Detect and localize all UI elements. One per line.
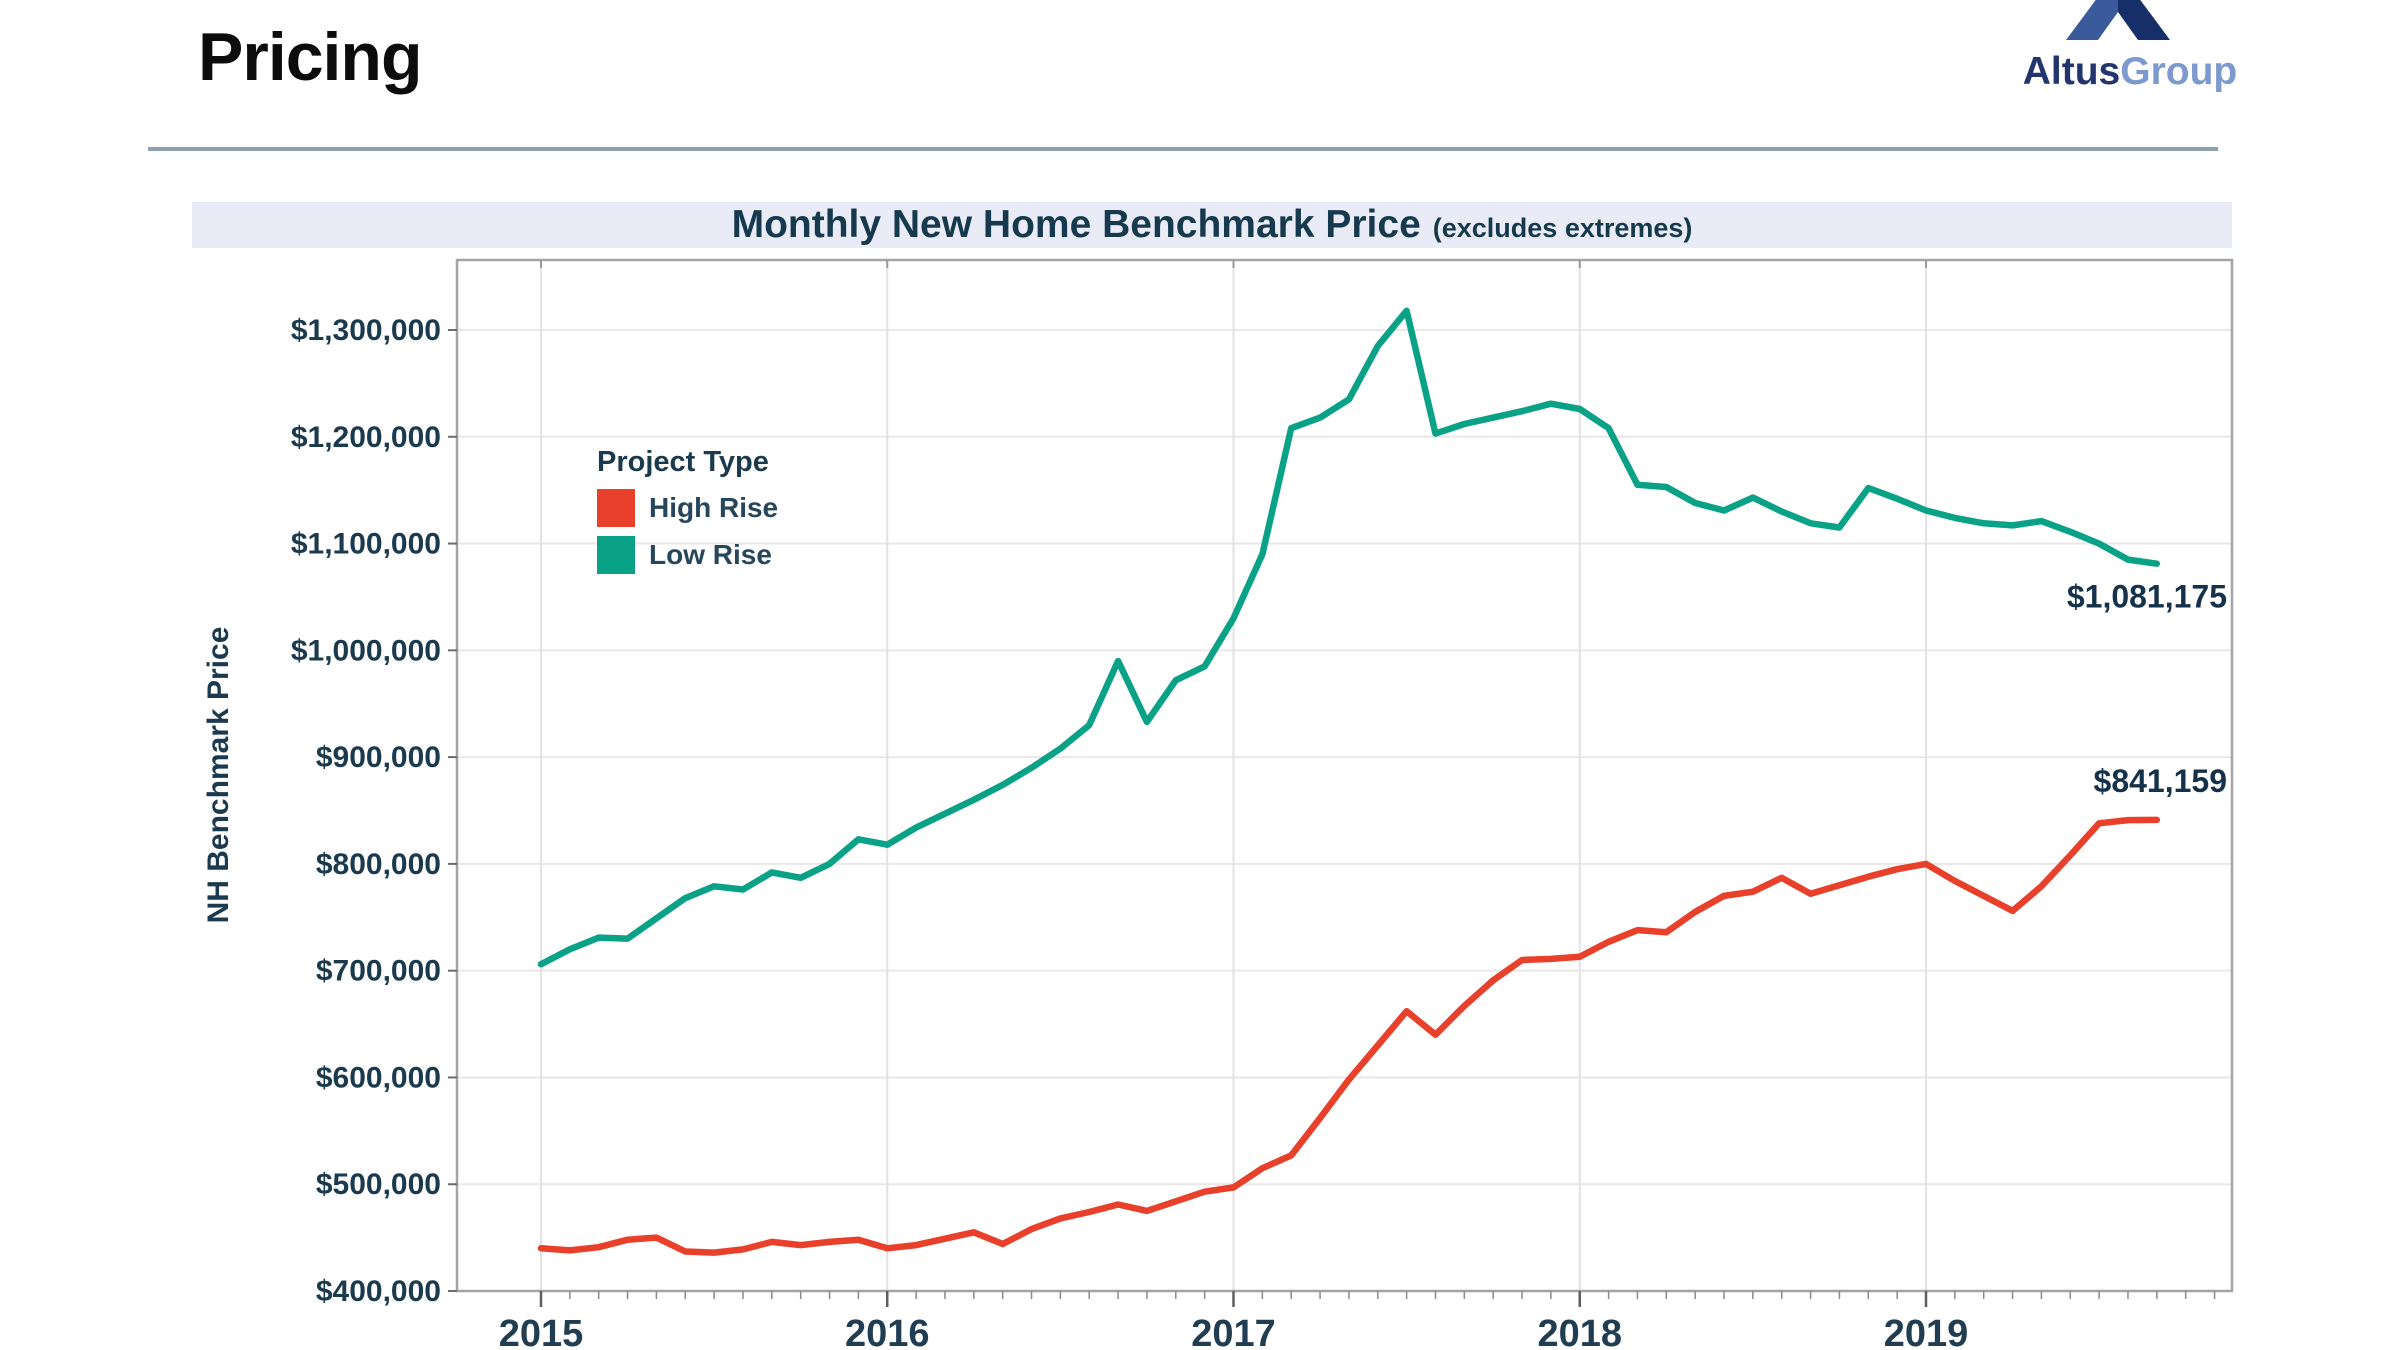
chart-title-suffix: (excludes extremes) xyxy=(1432,212,1693,243)
y-tick-label: $1,000,000 xyxy=(291,634,441,667)
y-tick-label: $900,000 xyxy=(316,741,441,774)
y-tick-label: $1,300,000 xyxy=(291,314,441,347)
legend-label-high-rise: High Rise xyxy=(649,492,779,523)
legend-title: Project Type xyxy=(597,446,769,478)
logo-triangle-icon xyxy=(2066,0,2118,40)
x-tick-label: 2019 xyxy=(1884,1313,1969,1350)
y-tick-label: $500,000 xyxy=(316,1168,441,1201)
chart-legend: Project Type High Rise Low Rise xyxy=(597,446,778,583)
y-axis-title: NH Benchmark Price xyxy=(202,627,235,924)
y-tick-label: $1,100,000 xyxy=(291,528,441,561)
legend-label-low-rise: Low Rise xyxy=(649,539,772,570)
y-tick-label: $600,000 xyxy=(316,1061,441,1094)
series-line-high-rise xyxy=(537,816,2161,1256)
logo-triangle-notch-icon xyxy=(2098,12,2138,40)
logo-brand-primary: Altus xyxy=(2023,50,2121,93)
chart-title: Monthly New Home Benchmark Price xyxy=(731,203,1421,246)
altus-group-logo: AltusGroup xyxy=(2023,0,2237,93)
x-tick-label: 2018 xyxy=(1537,1313,1622,1350)
y-tick-label: $1,200,000 xyxy=(291,421,441,454)
logo-brand-secondary: Group xyxy=(2120,50,2237,93)
series-end-value-label: $841,159 xyxy=(2094,763,2227,799)
x-tick-label: 2016 xyxy=(845,1313,930,1350)
legend-swatch-high-rise xyxy=(597,489,635,527)
legend-item-low-rise: Low Rise xyxy=(597,536,778,574)
plot-border xyxy=(455,258,2234,1293)
y-tick-label: $800,000 xyxy=(316,848,441,881)
x-tick-label: 2017 xyxy=(1191,1313,1276,1350)
x-tick-label: 2015 xyxy=(499,1313,584,1350)
legend-item-high-rise: High Rise xyxy=(597,489,778,527)
legend-swatch-low-rise xyxy=(597,536,635,574)
svg-text:AltusGroup: AltusGroup xyxy=(2023,50,2237,93)
series-line-low-rise xyxy=(537,307,2161,968)
y-tick-label: $700,000 xyxy=(316,955,441,988)
y-tick-label: $400,000 xyxy=(316,1275,441,1308)
logo-triangle-icon xyxy=(2118,0,2170,40)
series-end-value-label: $1,081,175 xyxy=(2067,579,2227,615)
page-title: Pricing xyxy=(198,19,422,95)
chart-title-strip: Monthly New Home Benchmark Price (exclud… xyxy=(192,202,2232,248)
header-divider xyxy=(148,147,2218,151)
